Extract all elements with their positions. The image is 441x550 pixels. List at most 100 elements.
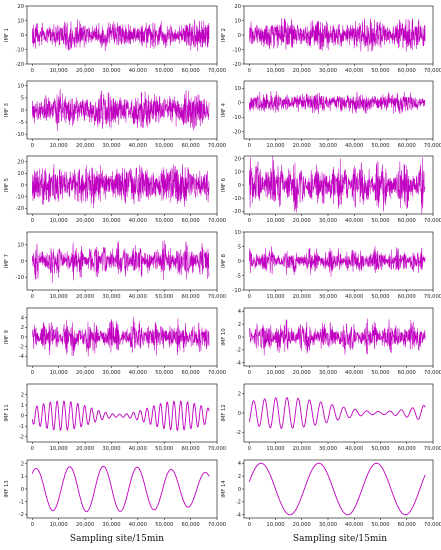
imf-1-y-tick-label-2: 0	[21, 33, 24, 39]
imf-1-x-tick-label-3: 30,000	[102, 68, 120, 74]
imf-14-x-tick-label-7: 70,000	[424, 522, 441, 528]
imf-10-panel: 0 10,000 20,000 30,000 40,000 50,000 60,000 70,…	[221, 307, 441, 376]
imf-6-y-tick-label-3: 10	[234, 170, 241, 176]
imf-4-y-tick-label-1: -10	[233, 115, 241, 121]
imf-1-x-tick-label-0: 0	[31, 68, 34, 74]
imf-4-frame	[243, 80, 434, 140]
imf-11-panel: 0 10,000 20,000 30,000 40,000 50,000 60,000 70,…	[4, 383, 226, 452]
imf-11-y-axis-label: IMF 11	[4, 404, 10, 421]
imf-5-y-tick-label-1: -10	[16, 194, 24, 200]
imf-10-y-tick-label-0: -4	[236, 361, 242, 367]
imf-12-x-tick-label-7: 70,000	[424, 446, 441, 452]
imf-3-x-tick-label-6: 60,000	[182, 143, 200, 149]
imf-5-y-tick-label-0: -20	[16, 206, 24, 212]
imf-11-series-line	[31, 400, 210, 431]
imf-2-x-tick-label-7: 70,000	[424, 68, 441, 74]
imf-14-panel: 0 10,000 20,000 30,000 40,000 50,000 60,000 70,…	[221, 459, 441, 528]
imf-13-x-tick-label-4: 40,000	[129, 522, 147, 528]
imf-10-x-tick-label-7: 70,000	[424, 370, 441, 376]
imf-4-x-tick-label-2: 20,000	[293, 143, 311, 149]
imf-10-y-tick-label-1: -2	[236, 348, 241, 354]
imf-11-y-tick-label-4: 2	[21, 392, 24, 398]
imf-10-y-axis-label: IMF 10	[221, 328, 227, 345]
imf-4-x-tick-label-4: 40,000	[345, 143, 363, 149]
imf-9-y-tick-label-0: -4	[19, 354, 25, 360]
imf-1-y-tick-label-4: 20	[17, 4, 24, 10]
imf-6-x-tick-label-1: 10,000	[266, 218, 284, 224]
imf-14-y-tick-label-1: -2	[236, 500, 241, 506]
imf-13-x-tick-label-2: 20,000	[76, 522, 94, 528]
imf-5-y-tick-label-4: 20	[17, 160, 24, 166]
imf-7-x-tick-label-7: 70,000	[208, 294, 226, 300]
imf-13-y-tick-label-4: 2	[21, 462, 24, 468]
imf-1-x-tick-label-7: 70,000	[208, 68, 226, 74]
imf-4-panel: 0 10,000 20,000 30,000 40,000 50,000 60,000 70,…	[221, 80, 441, 149]
imf-8-panel: 0 10,000 20,000 30,000 40,000 50,000 60,000 70,…	[221, 230, 441, 300]
imf-6-y-tick-label-1: -10	[233, 196, 241, 202]
imf-14-y-tick-label-0: -4	[236, 513, 242, 519]
imf-12-y-tick-label-2: 2	[238, 391, 241, 397]
panels-group: 0 10,000 20,000 30,000 40,000 50,000 60,000 70,…	[4, 4, 441, 528]
imf-13-x-tick-label-5: 50,000	[155, 522, 173, 528]
imf-9-x-tick-label-1: 10,000	[50, 370, 68, 376]
imf-4-y-tick-label-0: -20	[233, 130, 241, 136]
imf-5-x-tick-label-1: 10,000	[50, 218, 68, 224]
imf-5-x-tick-label-4: 40,000	[129, 218, 147, 224]
imf-5-series-line	[32, 164, 210, 209]
imf-7-y-tick-label-1: 0	[21, 259, 24, 265]
x-axis-label-left: Sampling site/15min	[70, 534, 164, 544]
imf-13-panel: 0 10,000 20,000 30,000 40,000 50,000 60,000 70,…	[4, 459, 226, 528]
imf-5-panel: 0 10,000 20,000 30,000 40,000 50,000 60,000 70,…	[4, 155, 226, 224]
imf-7-y-tick-label-2: 10	[17, 243, 24, 249]
imf-6-x-tick-label-6: 60,000	[398, 218, 416, 224]
imf-1-panel: 0 10,000 20,000 30,000 40,000 50,000 60,000 70,…	[4, 4, 226, 74]
imf-14-frame	[243, 459, 434, 519]
imf-6-panel: 0 10,000 20,000 30,000 40,000 50,000 60,000 70,…	[221, 155, 441, 224]
imf-7-x-tick-label-0: 0	[31, 294, 34, 300]
imf-2-x-tick-label-6: 60,000	[398, 68, 416, 74]
imf-12-y-tick-label-0: -2	[236, 430, 241, 436]
imf-12-x-tick-label-6: 60,000	[398, 446, 416, 452]
imf-12-panel: 0 10,000 20,000 30,000 40,000 50,000 60,000 70,…	[221, 383, 441, 452]
imf-12-frame	[243, 383, 434, 443]
imf-1-y-tick-label-0: -20	[16, 62, 24, 68]
imf-2-y-tick-label-1: -10	[233, 47, 241, 53]
imf-11-x-tick-label-5: 50,000	[155, 446, 173, 452]
imf-3-x-tick-label-5: 50,000	[155, 143, 173, 149]
imf-6-y-tick-label-2: 0	[238, 183, 241, 189]
imf-13-x-tick-label-0: 0	[31, 522, 34, 528]
imf-8-x-tick-label-5: 50,000	[371, 294, 389, 300]
imf-4-y-tick-label-3: 10	[234, 86, 241, 92]
imf-7-y-axis-label: IMF 7	[4, 254, 10, 268]
imf-11-y-tick-label-3: 1	[21, 403, 24, 409]
imf-8-y-axis-label: IMF 8	[221, 254, 227, 268]
imf-11-y-tick-label-1: -1	[19, 424, 24, 430]
imf-8-x-tick-label-6: 60,000	[398, 294, 416, 300]
imf-7-x-tick-label-2: 20,000	[76, 294, 94, 300]
imf-1-series-line	[32, 18, 210, 52]
imf-10-x-tick-label-3: 30,000	[319, 370, 337, 376]
imf-3-y-axis-label: IMF 3	[4, 103, 10, 117]
imf-5-x-tick-label-2: 20,000	[76, 218, 94, 224]
imf-1-x-tick-label-2: 20,000	[76, 68, 94, 74]
imf-9-x-tick-label-2: 20,000	[76, 370, 94, 376]
imf-13-x-tick-label-3: 30,000	[102, 522, 120, 528]
imf-3-series-line	[32, 88, 210, 131]
imf-2-x-tick-label-2: 20,000	[293, 68, 311, 74]
imf-4-x-tick-label-3: 30,000	[319, 143, 337, 149]
imf-5-y-tick-label-2: 0	[21, 183, 24, 189]
imf-11-y-tick-label-2: 0	[21, 413, 24, 419]
imf-5-y-tick-label-3: 10	[17, 171, 24, 177]
imf-10-x-tick-label-1: 10,000	[266, 370, 284, 376]
imf-8-y-tick-label-1: -5	[236, 273, 241, 279]
imf-11-x-tick-label-3: 30,000	[102, 446, 120, 452]
imf-7-x-tick-label-1: 10,000	[50, 294, 68, 300]
imf-14-y-tick-label-2: 0	[238, 487, 241, 493]
imf-12-series-line	[248, 397, 426, 429]
imf-1-x-tick-label-6: 60,000	[182, 68, 200, 74]
imf-12-x-tick-label-5: 50,000	[371, 446, 389, 452]
imf-4-y-axis-label: IMF 4	[221, 102, 227, 117]
imf-4-y-tick-label-2: 0	[238, 101, 241, 107]
imf-2-y-tick-label-3: 10	[234, 18, 241, 24]
x-axis-label-right: Sampling site/15min	[293, 534, 387, 544]
